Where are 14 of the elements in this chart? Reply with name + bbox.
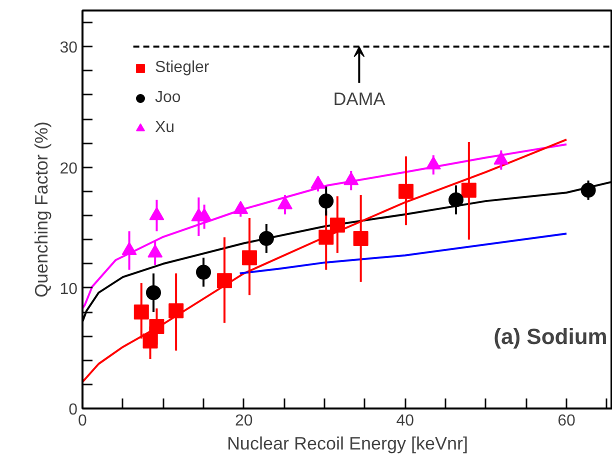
y-tick-label: 10	[60, 280, 78, 298]
legend-label: Joo	[155, 89, 181, 107]
y-tick-label: 0	[68, 402, 78, 418]
y-tick-label: 20	[60, 160, 78, 178]
legend-label: Stiegler	[155, 59, 210, 77]
annotation: (a) Sodium	[494, 324, 608, 349]
x-tick-label: 40	[396, 412, 414, 430]
y-axis-title: Quenching Factor (%)	[32, 121, 52, 298]
x-tick-label: 60	[558, 412, 576, 430]
x-tick-label: 20	[234, 412, 253, 430]
y-tick-label: 30	[60, 40, 78, 57]
annotation: DAMA	[333, 88, 386, 109]
x-axis-title: Nuclear Recoil Energy [keVnr]	[226, 434, 468, 454]
legend-label: Xu	[155, 119, 175, 137]
